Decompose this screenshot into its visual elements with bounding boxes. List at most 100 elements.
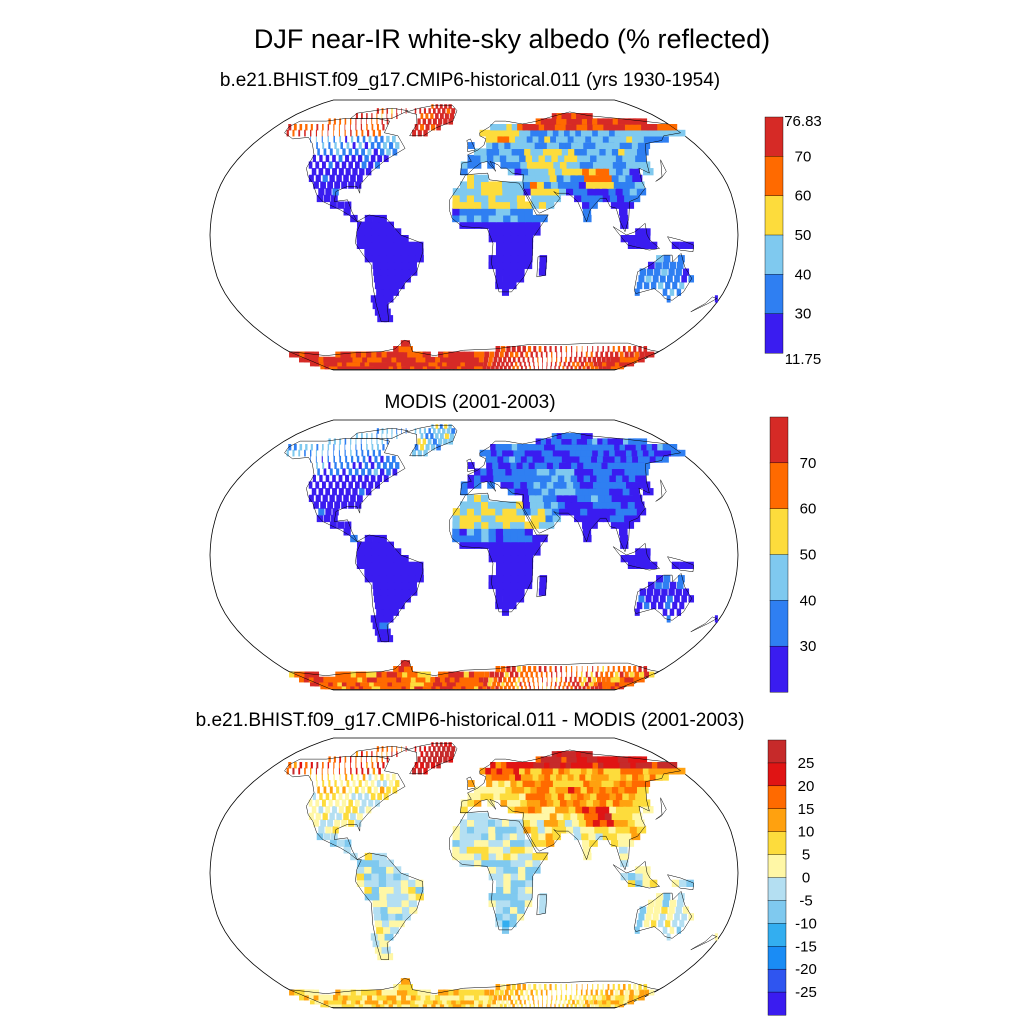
grid-cell (374, 601, 384, 610)
grid-cell (327, 455, 329, 463)
grid-cell (361, 751, 363, 758)
grid-cell (430, 433, 434, 440)
grid-cell (448, 424, 452, 429)
grid-cell (325, 826, 332, 834)
grid-cell (615, 792, 627, 801)
grid-cell (514, 806, 523, 814)
coastline-south-america (355, 214, 424, 322)
grid-cell (502, 208, 512, 216)
grid-cell (561, 148, 572, 156)
grid-cell (643, 919, 650, 928)
grid-cell (535, 449, 545, 457)
colorbar-bin (767, 854, 787, 879)
grid-cell (389, 601, 398, 610)
grid-cell (679, 281, 685, 290)
grid-cell (618, 174, 629, 183)
grid-cell (612, 346, 615, 353)
grid-cell (372, 899, 381, 908)
grid-cell (627, 501, 638, 509)
grid-cell (530, 468, 540, 476)
grid-cell (382, 462, 387, 470)
grid-cell (345, 806, 351, 814)
grid-cell (551, 676, 553, 683)
grid-cell (508, 181, 518, 189)
grid-cell (318, 188, 325, 196)
grid-cell (487, 819, 496, 827)
grid-cell (623, 999, 630, 1005)
grid-cell (611, 468, 623, 476)
grid-cell (517, 676, 521, 683)
grid-cell (580, 681, 584, 687)
grid-cell (545, 989, 548, 996)
grid-cell (356, 135, 360, 143)
grid-cell (631, 462, 644, 470)
grid-cell (614, 361, 621, 367)
grid-cell (672, 281, 678, 290)
grid-cell (459, 839, 468, 847)
grid-cell (532, 534, 541, 543)
grid-cell (598, 1003, 603, 1008)
grid-cell (525, 1003, 527, 1008)
grid-cell (488, 873, 497, 881)
grid-cell (371, 859, 380, 867)
grid-cell (516, 685, 519, 690)
grid-cell (528, 681, 531, 687)
grid-cell (372, 449, 376, 457)
grid-cell (391, 746, 393, 752)
grid-cell (580, 148, 591, 156)
grid-cell (510, 899, 518, 908)
grid-cell (659, 913, 666, 921)
grid-cell (469, 361, 475, 367)
grid-cell (565, 666, 568, 673)
grid-cell (444, 356, 452, 363)
grid-cell (597, 174, 608, 183)
grid-cell (593, 786, 604, 794)
grid-cell (510, 588, 518, 596)
grid-cell (517, 248, 526, 256)
grid-cell (350, 767, 352, 775)
grid-cell (556, 994, 558, 1001)
grid-cell (389, 919, 398, 928)
grid-cell (509, 595, 518, 603)
grid-cell (584, 681, 589, 687)
grid-cell (570, 812, 580, 821)
grid-cell (352, 780, 356, 788)
grid-cell (379, 899, 389, 908)
grid-cell (328, 481, 333, 489)
grid-cell (507, 168, 516, 176)
grid-cell (405, 108, 407, 114)
grid-cell (681, 275, 687, 283)
grid-cell (350, 124, 351, 131)
colorbar-tick-label: 70 (795, 148, 812, 165)
grid-cell (329, 468, 333, 476)
grid-cell (488, 555, 497, 563)
grid-cell (374, 799, 380, 807)
grid-cell (292, 767, 295, 775)
grid-cell (592, 666, 594, 673)
grid-cell (642, 168, 654, 176)
grid-cell (381, 946, 391, 954)
grid-cell (414, 746, 417, 752)
grid-cell (466, 221, 475, 229)
grid-cell (502, 595, 510, 603)
grid-cell (590, 792, 601, 801)
grid-cell (409, 1003, 419, 1008)
grid-cell (533, 681, 535, 687)
grid-cell (663, 575, 671, 583)
grid-cell (510, 561, 519, 569)
grid-cell (400, 873, 409, 881)
grid-cell (562, 365, 565, 370)
grid-cell (502, 268, 511, 276)
grid-cell (340, 142, 343, 150)
grid-cell (485, 449, 493, 457)
grid-cell (403, 984, 413, 991)
grid-cell (329, 786, 333, 794)
grid-cell (633, 346, 637, 353)
grid-cell (439, 433, 444, 440)
grid-cell (414, 999, 424, 1005)
grid-cell (550, 819, 560, 827)
grid-cell (636, 601, 643, 610)
grid-cell (491, 135, 499, 143)
colorbar-bin (769, 416, 789, 464)
grid-cell (591, 455, 603, 463)
